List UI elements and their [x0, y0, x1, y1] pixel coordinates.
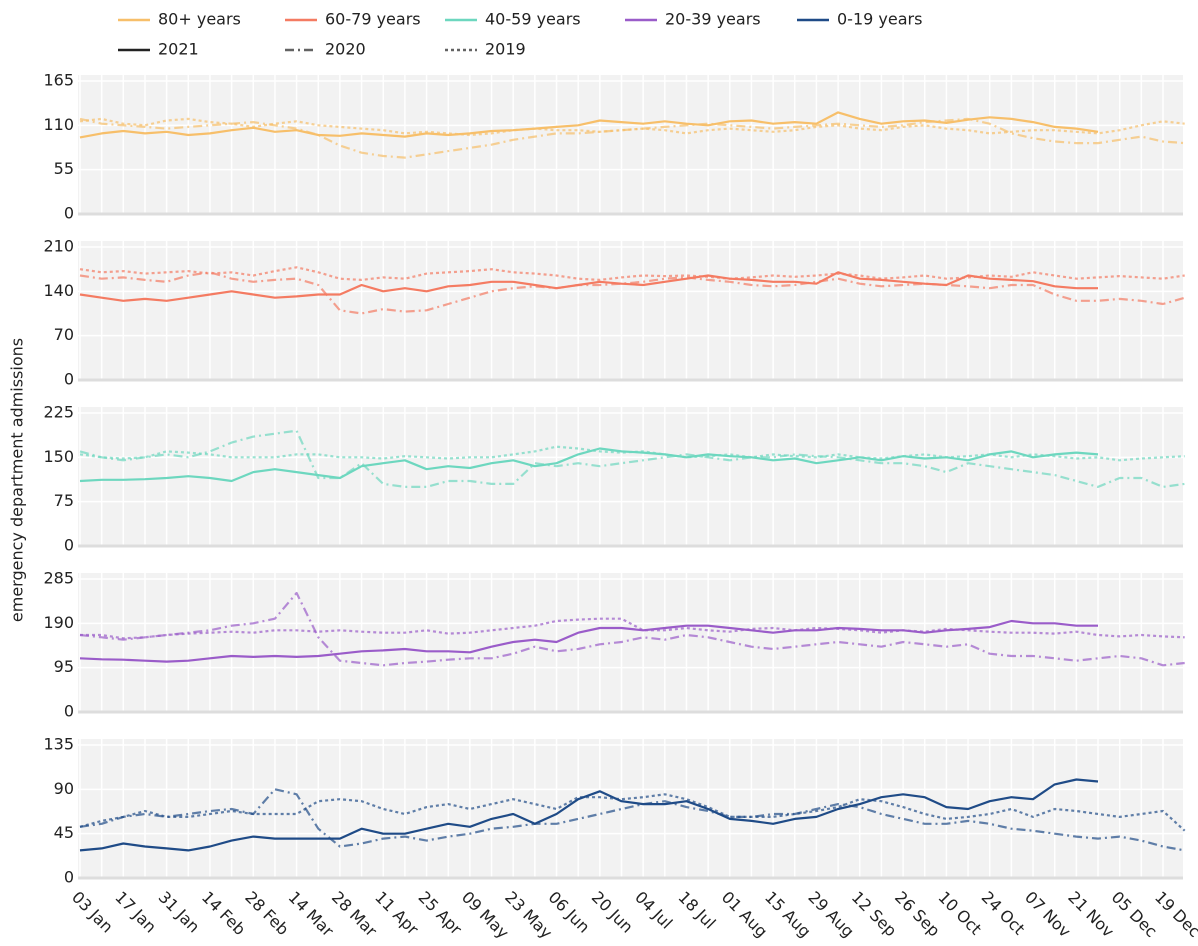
plot-background — [78, 739, 1183, 878]
legend-label: 2019 — [485, 40, 526, 59]
x-tick-label: 15 Aug — [761, 888, 815, 942]
data-line — [79, 271, 1186, 315]
data-line — [79, 117, 1185, 137]
x-tick-label: 14 Mar — [285, 888, 338, 941]
data-line — [79, 266, 1185, 281]
data-line — [79, 447, 1099, 483]
y-tick-label: 55 — [54, 159, 74, 178]
x-tick-label: 05 Dec — [1108, 888, 1161, 941]
legend-label: 40-59 years — [485, 10, 581, 29]
plot-background — [78, 241, 1183, 380]
x-tick-label: 20 Jun — [588, 888, 637, 937]
x-tick-label: 09 May — [458, 888, 513, 942]
x-tick-label: 11 Apr — [371, 888, 422, 939]
y-tick-label: 150 — [43, 447, 74, 466]
y-tick-label: 0 — [64, 536, 74, 555]
y-tick-label: 210 — [43, 237, 74, 256]
x-tick-label: 01 Aug — [718, 888, 772, 942]
legend-label: 20-39 years — [665, 10, 761, 29]
legend-label: 2020 — [325, 40, 366, 59]
y-tick-label: 225 — [43, 403, 74, 422]
x-tick-label: 18 Jul — [674, 888, 719, 933]
y-tick-label: 0 — [64, 868, 74, 887]
y-tick-label: 45 — [54, 823, 74, 842]
y-tick-label: 90 — [54, 779, 74, 798]
x-tick-label: 23 May — [501, 888, 556, 942]
y-tick-label: 70 — [54, 325, 74, 344]
legend-label: 80+ years — [158, 10, 241, 29]
plot-background — [78, 407, 1183, 546]
x-tick-label: 28 Feb — [241, 888, 292, 939]
data-line — [79, 429, 1185, 488]
y-axis-title: emergency department admissions — [8, 338, 27, 622]
x-tick-label: 14 Feb — [198, 888, 249, 939]
x-tick-label: 25 Apr — [415, 888, 466, 939]
plot-background — [78, 75, 1183, 214]
legend-label: 2021 — [158, 40, 199, 59]
data-line — [79, 117, 1185, 159]
data-line — [79, 111, 1099, 139]
y-tick-label: 285 — [43, 569, 74, 588]
y-tick-label: 0 — [64, 370, 74, 389]
data-line — [79, 793, 1186, 832]
x-tick-label: 29 Aug — [804, 888, 858, 942]
y-tick-label: 75 — [54, 491, 74, 510]
x-tick-label: 07 Nov — [1021, 888, 1075, 942]
data-line — [79, 619, 1098, 663]
data-line — [79, 778, 1099, 852]
x-tick-label: 10 Oct — [934, 888, 985, 939]
data-line — [79, 788, 1185, 852]
x-tick-label: 24 Oct — [978, 888, 1029, 939]
x-tick-label: 19 Dec — [1151, 888, 1198, 941]
y-tick-label: 0 — [64, 702, 74, 721]
x-tick-label: 31 Jan — [155, 888, 204, 937]
y-tick-label: 135 — [43, 735, 74, 754]
x-tick-label: 03 Jan — [68, 888, 117, 937]
y-tick-label: 110 — [43, 115, 74, 134]
data-line — [79, 591, 1185, 667]
legend-label: 60-79 years — [325, 10, 421, 29]
x-tick-label: 26 Sep — [891, 888, 944, 941]
x-tick-label: 21 Nov — [1064, 888, 1118, 942]
x-tick-label: 17 Jan — [111, 888, 160, 937]
y-tick-label: 165 — [43, 71, 74, 90]
data-line — [79, 445, 1185, 462]
x-tick-label: 04 Jul — [631, 888, 676, 933]
x-tick-label: 12 Sep — [848, 888, 901, 941]
y-tick-label: 95 — [54, 657, 74, 676]
data-line — [79, 271, 1098, 302]
x-tick-label: 28 Mar — [328, 888, 381, 941]
y-tick-label: 190 — [43, 613, 74, 632]
data-line — [80, 617, 1185, 640]
y-tick-label: 140 — [43, 281, 74, 300]
plot-background — [78, 573, 1183, 712]
y-tick-label: 0 — [64, 204, 74, 223]
legend-label: 0-19 years — [837, 10, 922, 29]
